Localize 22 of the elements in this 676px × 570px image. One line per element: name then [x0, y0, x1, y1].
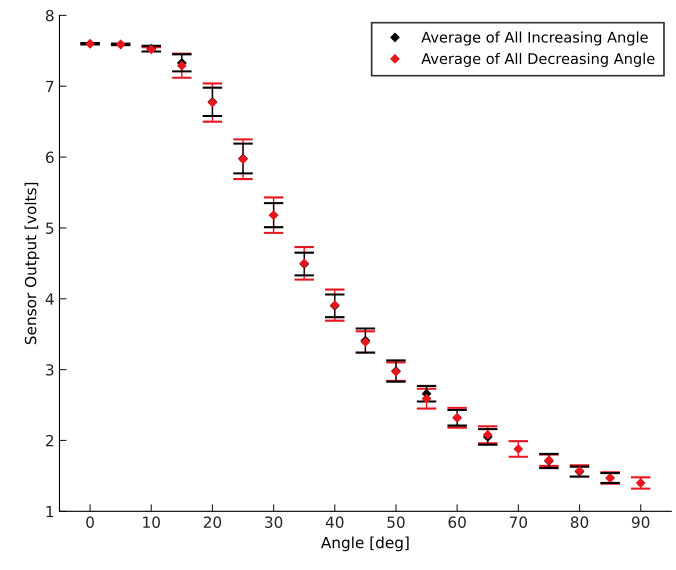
legend-label: Average of All Decreasing Angle: [421, 52, 654, 67]
x-tick-label: 50: [387, 516, 405, 528]
x-tick-label: 80: [570, 516, 588, 528]
x-tick-label: 10: [143, 516, 160, 528]
x-tick-label: 20: [204, 516, 222, 528]
x-tick-label: 0: [86, 516, 94, 528]
y-tick-label: 2: [46, 434, 54, 446]
x-tick-label: 30: [265, 516, 282, 528]
x-tick-label: 70: [510, 516, 528, 528]
y-tick-label: 1: [46, 506, 54, 518]
y-tick-label: 6: [46, 152, 54, 164]
x-tick-label: 60: [448, 516, 466, 528]
y-tick-label: 3: [46, 364, 54, 376]
x-tick-label: 40: [326, 516, 344, 528]
y-tick-label: 8: [46, 10, 54, 22]
legend-label: Average of All Increasing Angle: [421, 31, 648, 46]
y-tick-label: 4: [46, 293, 54, 305]
y-axis-title: Sensor Output [volts]: [24, 182, 40, 344]
x-axis-title: Angle [deg]: [320, 536, 409, 552]
x-tick-label: 90: [632, 516, 650, 528]
y-tick-label: 7: [46, 80, 54, 92]
y-tick-label: 5: [46, 222, 54, 234]
